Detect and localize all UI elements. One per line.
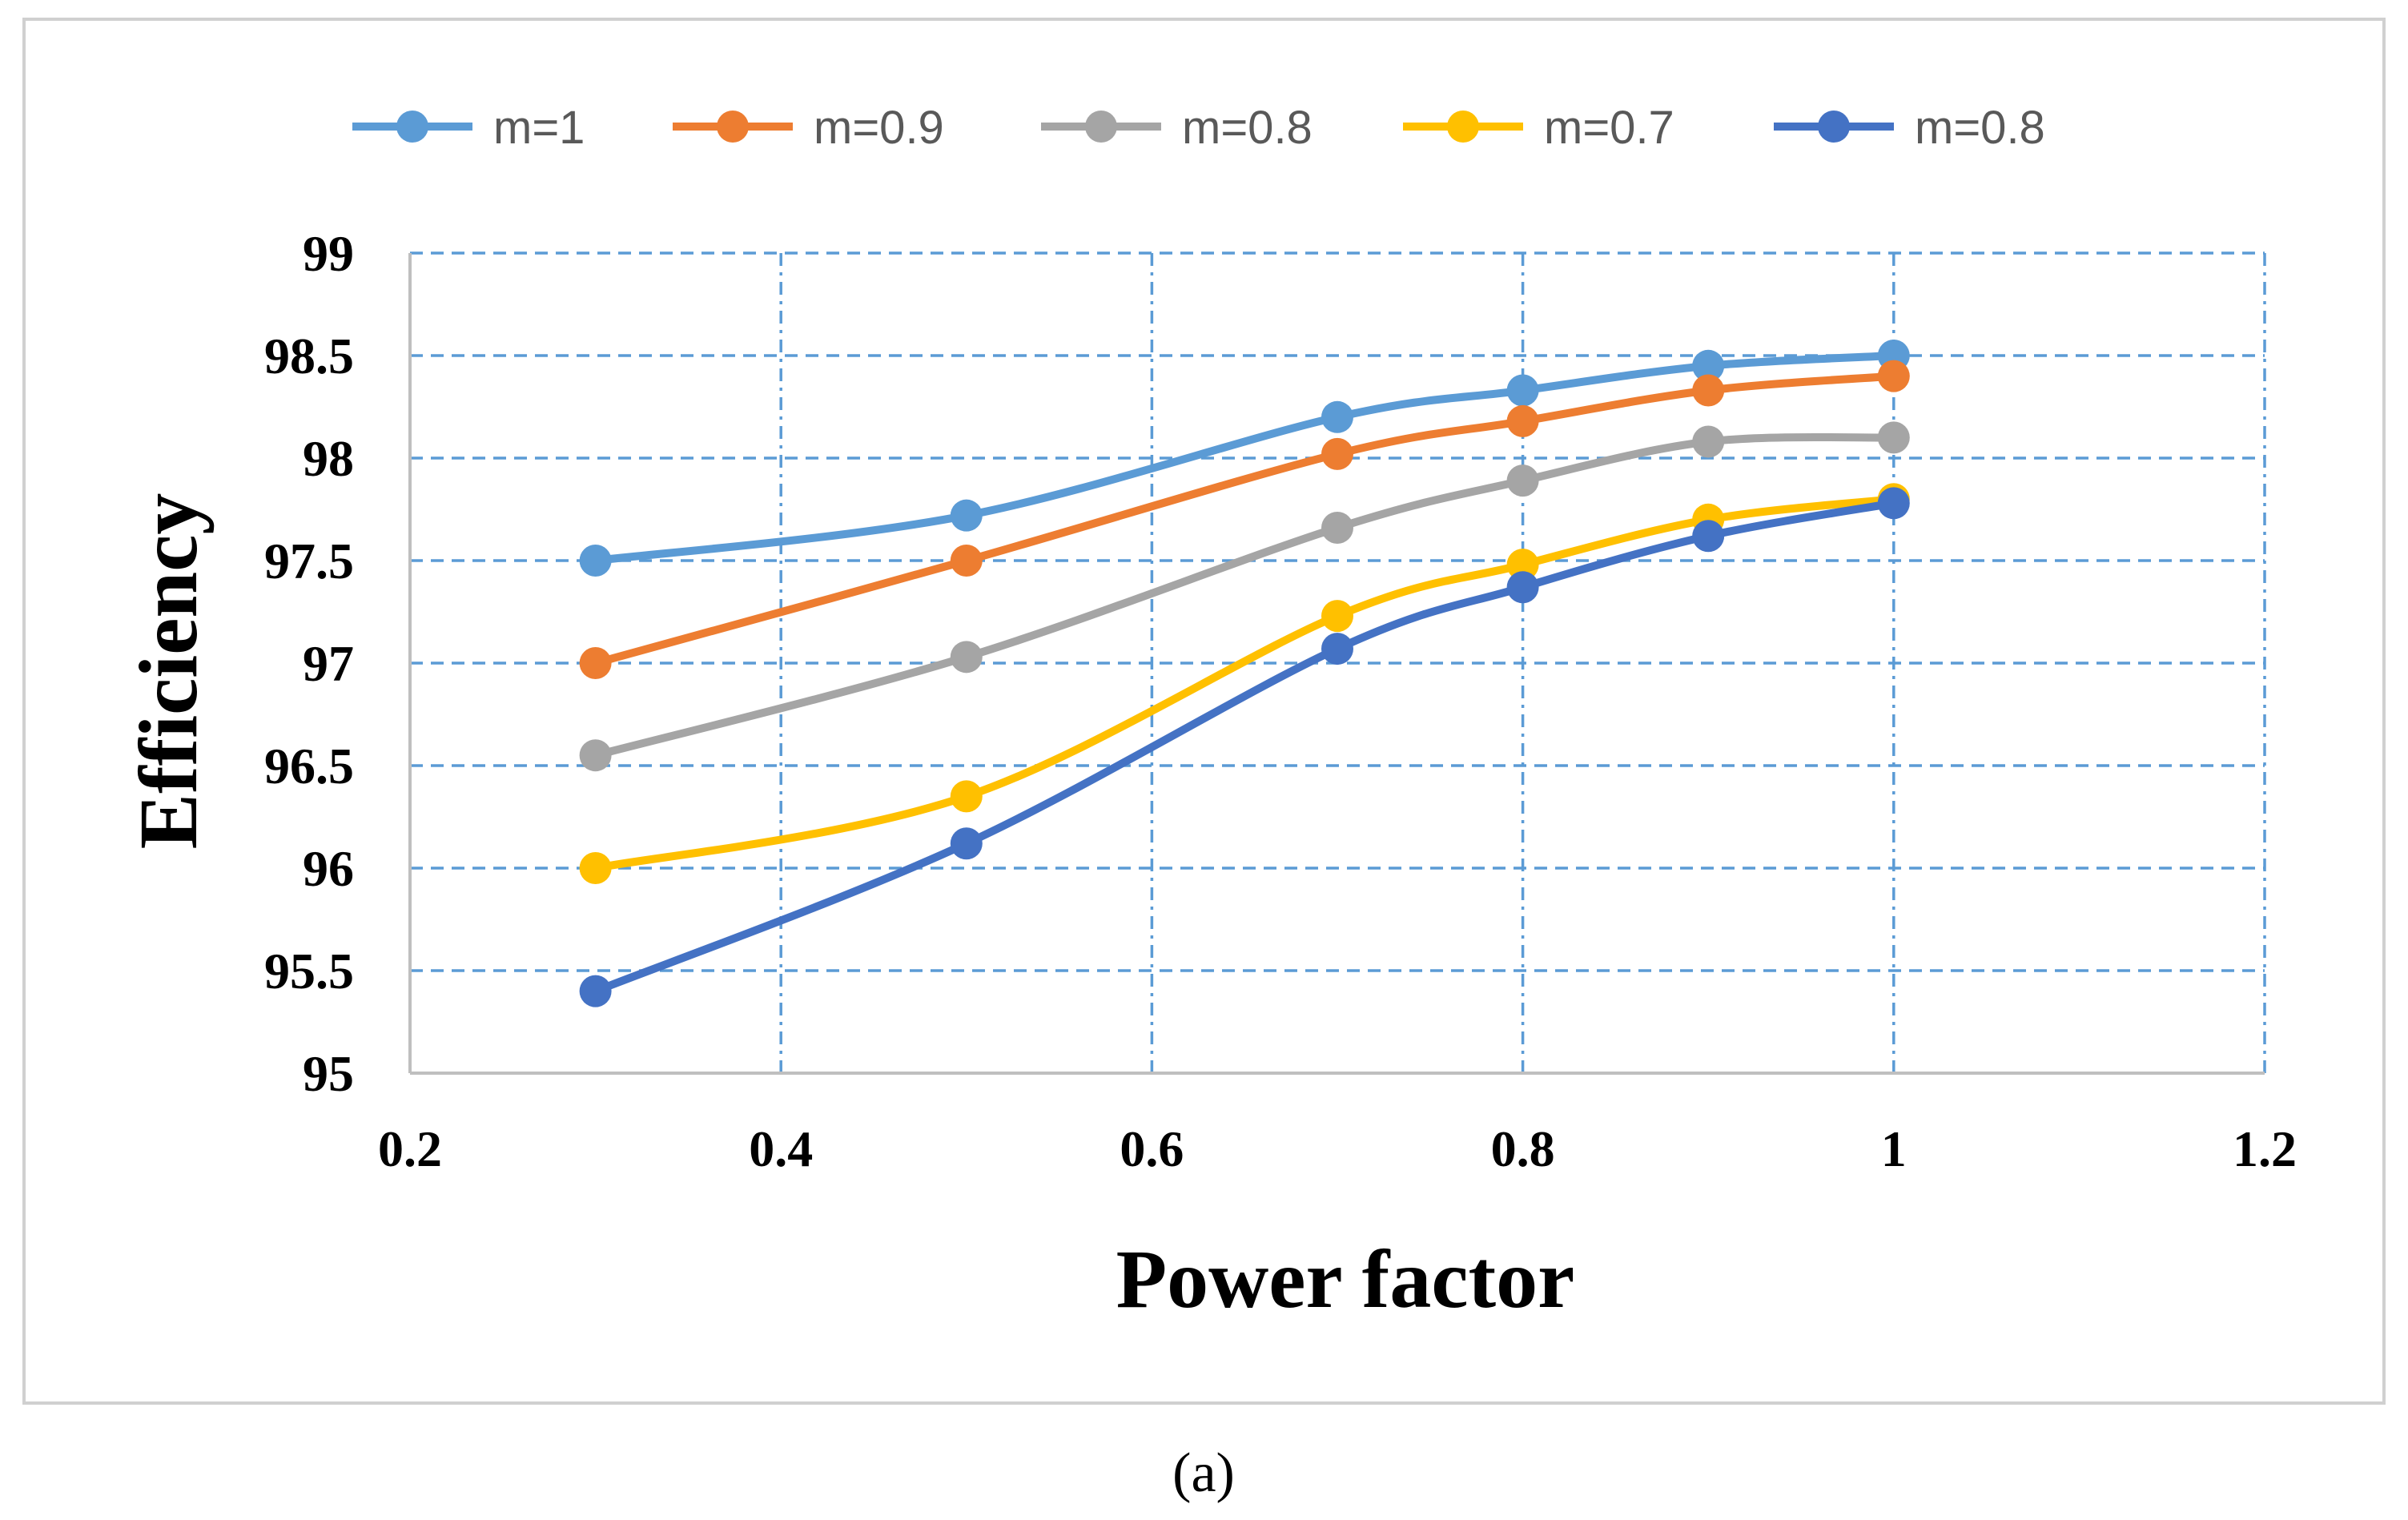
legend: m=1 m=0.9 m=0.8 m=0.7 m=0.8 — [352, 102, 2045, 154]
x-tick-labels: 0.2 0.4 0.6 0.8 1 1.2 — [378, 1120, 2297, 1177]
legend-swatch-marker — [1085, 111, 1117, 143]
legend-item: m=0.7 — [1403, 102, 1674, 154]
chart-frame — [22, 18, 2386, 1405]
data-point — [579, 739, 612, 772]
data-point — [1506, 404, 1539, 437]
series-lines — [579, 340, 1910, 1007]
x-tick-label: 0.6 — [1120, 1120, 1184, 1177]
legend-item: m=0.8 — [1041, 102, 1313, 154]
data-point — [1321, 633, 1353, 666]
legend-label: m=1 — [493, 102, 585, 154]
legend-item: m=1 — [352, 102, 585, 154]
y-tick-label: 96.5 — [264, 738, 354, 794]
data-point — [1692, 425, 1725, 458]
x-axis-title: Power factor — [1116, 1233, 1575, 1325]
x-tick-label: 0.8 — [1491, 1120, 1555, 1177]
data-point — [1692, 374, 1725, 407]
legend-swatch-marker — [1447, 111, 1479, 143]
data-point — [579, 852, 612, 884]
x-tick-label: 1.2 — [2233, 1120, 2297, 1177]
data-point — [1506, 374, 1539, 407]
data-point — [1877, 360, 1910, 392]
legend-label: m=0.9 — [814, 102, 944, 154]
legend-swatch-marker — [717, 111, 749, 143]
data-point — [1506, 571, 1539, 604]
data-point — [1321, 512, 1353, 545]
data-point — [950, 827, 983, 860]
data-point — [579, 647, 612, 679]
y-tick-label: 98.5 — [264, 328, 354, 384]
data-point — [1506, 464, 1539, 497]
y-tick-label: 95 — [303, 1045, 354, 1102]
series-4 — [579, 487, 1910, 1007]
legend-label: m=0.8 — [1182, 102, 1313, 154]
data-point — [1321, 600, 1353, 633]
y-tick-label: 99 — [303, 225, 354, 282]
y-tick-label: 98 — [303, 430, 354, 487]
x-tick-label: 0.4 — [749, 1120, 813, 1177]
y-tick-label: 97.5 — [264, 533, 354, 589]
legend-label: m=0.8 — [1915, 102, 2045, 154]
legend-swatch-marker — [396, 111, 428, 143]
y-tick-label: 95.5 — [264, 943, 354, 999]
y-tick-label: 97 — [303, 635, 354, 692]
x-tick-label: 0.2 — [378, 1120, 442, 1177]
data-point — [1321, 400, 1353, 433]
legend-swatch-marker — [1818, 111, 1850, 143]
data-point — [1692, 520, 1725, 553]
y-tick-label: 96 — [303, 840, 354, 897]
series-1 — [579, 360, 1910, 679]
data-point — [1877, 421, 1910, 454]
y-axis-title: Efficiency — [123, 493, 215, 850]
data-point — [579, 545, 612, 577]
data-point — [1692, 349, 1725, 382]
legend-label: m=0.7 — [1544, 102, 1674, 154]
y-tick-labels: 95 95.5 96 96.5 97 97.5 98 98.5 99 — [264, 225, 354, 1102]
series-2 — [579, 421, 1910, 772]
data-point — [1506, 549, 1539, 581]
data-point — [950, 641, 983, 674]
figure-caption: (a) — [1172, 1442, 1235, 1504]
data-point — [950, 499, 983, 532]
x-tick-label: 1 — [1881, 1120, 1907, 1177]
legend-item: m=0.8 — [1774, 102, 2045, 154]
data-point — [579, 975, 612, 1007]
data-point — [950, 545, 983, 577]
data-point — [1877, 487, 1910, 520]
axes — [408, 253, 2265, 1075]
data-point — [950, 780, 983, 813]
data-point — [1321, 437, 1353, 470]
legend-item: m=0.9 — [673, 102, 944, 154]
